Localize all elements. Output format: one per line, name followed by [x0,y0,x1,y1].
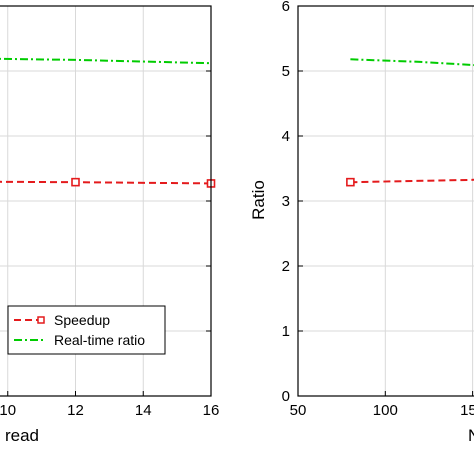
series-line-realtime [0,57,212,65]
y-tick-label: 5 [282,63,290,80]
y-axis-label: Ratio [249,180,268,220]
series-line-realtime [350,58,474,67]
y-tick-label: 4 [282,128,290,145]
x-axis-label: read [5,426,39,445]
y-tick-label: 6 [282,0,290,15]
left-chart-panel: 10 12 14 16 read Speedup Real-time ratio [0,5,220,445]
x-tick-label: 12 [67,402,84,419]
y-tick-label: 3 [282,193,290,210]
series-line-speedup [0,180,212,185]
y-tick-label: 0 [282,388,290,405]
x-tick-label: 14 [135,402,152,419]
legend-box [7,305,166,355]
legend-entry-label: Speedup [54,312,110,328]
data-point-marker [346,177,355,187]
x-tick-label: 50 [290,402,307,419]
x-tick-label: 16 [203,402,220,419]
x-tick-label: 100 [373,402,398,419]
x-axis-label: N [468,426,474,445]
x-tick-label: 10 [0,402,16,419]
data-point-marker [71,177,80,187]
right-chart-panel: 50 100 150 0 1 2 3 4 5 6 Ratio N [249,0,474,445]
y-tick-label: 2 [282,258,290,275]
legend-entry-label: Real-time ratio [54,332,145,348]
legend-swatch-marker [37,316,45,324]
y-tick-label: 1 [282,323,290,340]
x-tick-label: 150 [460,402,474,419]
series-line-speedup [350,178,474,184]
